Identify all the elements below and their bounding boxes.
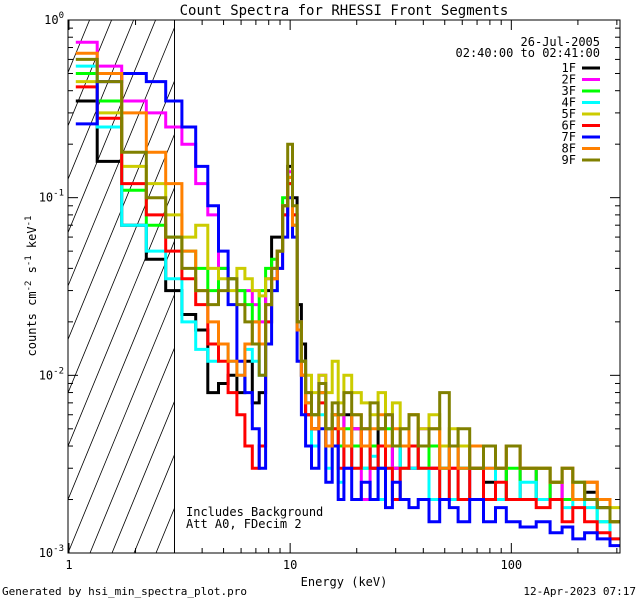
background-hatch-region xyxy=(68,20,175,553)
footer-timestamp: 12-Apr-2023 07:17 xyxy=(523,585,636,598)
plot-frame xyxy=(67,19,621,554)
hatch-line xyxy=(68,20,113,127)
legend-label-3F: 3F xyxy=(562,84,576,98)
annotation-attenuator: Att A0, FDecim 2 xyxy=(186,517,302,531)
y-axis-label: counts cm-2 s-1 keV-1 xyxy=(24,216,39,357)
series-lines xyxy=(75,40,620,548)
legend-label-4F: 4F xyxy=(562,96,576,110)
hatch-line xyxy=(133,453,175,553)
x-tick-label: 100 xyxy=(500,558,522,572)
hatch-line xyxy=(68,293,175,553)
hatch-line xyxy=(68,186,175,448)
legend-label-5F: 5F xyxy=(562,107,576,121)
hatch-line xyxy=(89,346,175,553)
x-axis-label: Energy (keV) xyxy=(301,575,388,589)
x-tick-label: 10 xyxy=(283,558,297,572)
axes: 1 10 100 100 10-1 10-2 10-3 xyxy=(39,11,620,572)
y-tick-label: 100 xyxy=(44,11,64,27)
chart-title: Count Spectra for RHESSI Front Segments xyxy=(180,3,509,19)
legend: 26-Jul-2005 02:40:00 to 02:41:00 1F2F3F4… xyxy=(456,35,601,167)
hatch-line xyxy=(68,26,175,288)
legend-date: 26-Jul-2005 xyxy=(521,35,600,49)
hatch-line xyxy=(111,400,175,553)
legend-label-7F: 7F xyxy=(562,130,576,144)
legend-label-6F: 6F xyxy=(562,119,576,133)
legend-time-range: 02:40:00 to 02:41:00 xyxy=(456,46,601,60)
annotation-background: Includes Background xyxy=(186,505,323,519)
footer-generated-by: Generated by hsi_min_spectra_plot.pro xyxy=(2,585,247,598)
legend-label-1F: 1F xyxy=(562,61,576,75)
series-line-9F xyxy=(75,57,620,524)
x-tick-label: 1 xyxy=(65,558,72,572)
hatch-line xyxy=(68,20,157,234)
y-tick-label: 10-1 xyxy=(39,189,64,205)
series-line-6F xyxy=(75,85,620,541)
y-tick-label: 10-2 xyxy=(39,366,64,382)
hatch-line xyxy=(68,133,175,394)
legend-label-9F: 9F xyxy=(562,153,576,167)
hatch-line xyxy=(68,240,175,501)
hatch-line xyxy=(68,79,175,341)
series-line-7F xyxy=(75,72,620,548)
legend-label-8F: 8F xyxy=(562,142,576,156)
legend-label-2F: 2F xyxy=(562,73,576,87)
y-tick-label: 10-3 xyxy=(39,544,64,560)
